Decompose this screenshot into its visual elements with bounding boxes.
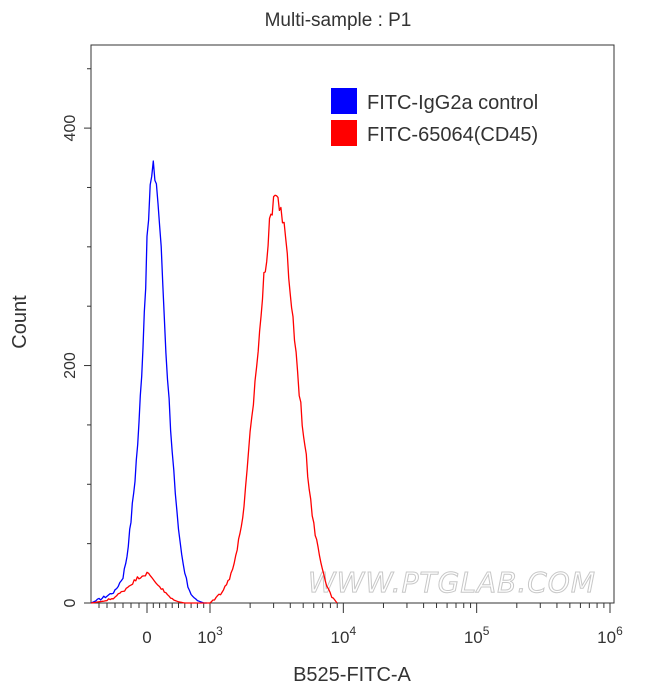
series-line-igg2a-control [90,160,207,604]
series-line-cd45 [90,194,338,604]
y-tick-label: 200 [62,352,79,379]
y-axis-label: Count [9,295,31,349]
y-tick-label: 400 [62,115,79,142]
plot-border [90,44,615,604]
legend-swatch [331,120,357,146]
x-tick-label: 103 [197,624,223,647]
plot-frame [90,44,615,604]
x-axis: 0 103 104 105 106 [98,603,623,647]
y-axis: 0 200 400 [62,68,91,607]
legend-label: FITC-65064(CD45) [367,124,538,146]
legend-label: FITC-IgG2a control [367,92,538,114]
y-tick-label: 0 [62,598,79,607]
watermark: WWW.PTGLAB.COM [308,566,596,599]
x-tick-label: 105 [464,624,490,647]
legend: FITC-IgG2a control FITC-65064(CD45) [331,88,538,146]
legend-swatch [331,88,357,114]
chart-title: Multi-sample : P1 [265,10,412,31]
x-tick-label: 104 [331,624,357,647]
x-tick-label: 106 [597,624,623,647]
series-layer [90,160,338,604]
x-tick-label: 0 [142,628,151,647]
x-axis-label: B525-FITC-A [293,664,411,686]
